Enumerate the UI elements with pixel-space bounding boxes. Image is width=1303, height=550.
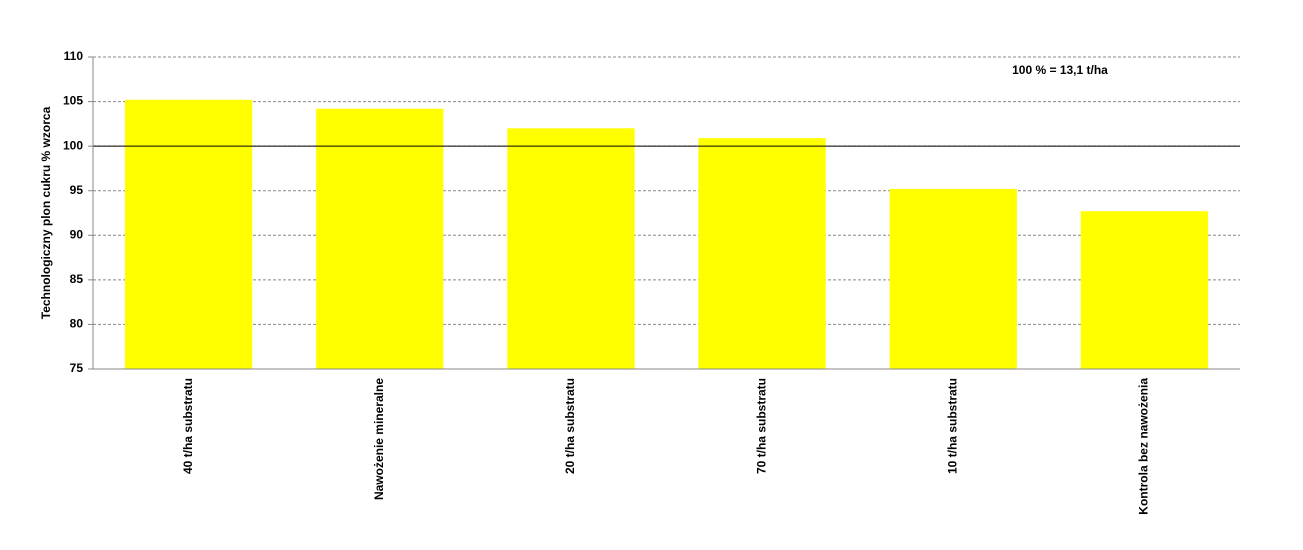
y-tick-label: 95 (70, 183, 84, 197)
y-tick-label: 110 (64, 49, 84, 63)
annotation: 100 % = 13,1 t/ha (1012, 63, 1108, 77)
x-tick-label: 40 t/ha substratu (181, 378, 195, 474)
y-tick-label: 100 (63, 138, 83, 152)
y-tick-label: 85 (70, 272, 84, 286)
x-tick-label: Nawożenie mineralne (372, 378, 386, 500)
y-tick-label: 105 (63, 94, 83, 108)
x-tick-label: 70 t/ha substratu (754, 378, 768, 474)
bar (124, 99, 253, 369)
x-tick-label: Kontrola bez nawożenia (1137, 378, 1151, 515)
bar (889, 188, 1017, 369)
x-tick-label: 20 t/ha substratu (563, 378, 577, 474)
bar (507, 128, 635, 369)
y-tick-label: 80 (70, 317, 84, 331)
bar (1080, 211, 1209, 369)
y-tick-label: 75 (70, 361, 84, 375)
y-tick-label: 90 (70, 227, 84, 241)
bar (316, 108, 444, 370)
y-axis-title: Technologiczny plon cukru % wzorca (39, 106, 53, 319)
bar (698, 138, 826, 369)
x-tick-label: 10 t/ha substratu (945, 378, 959, 474)
